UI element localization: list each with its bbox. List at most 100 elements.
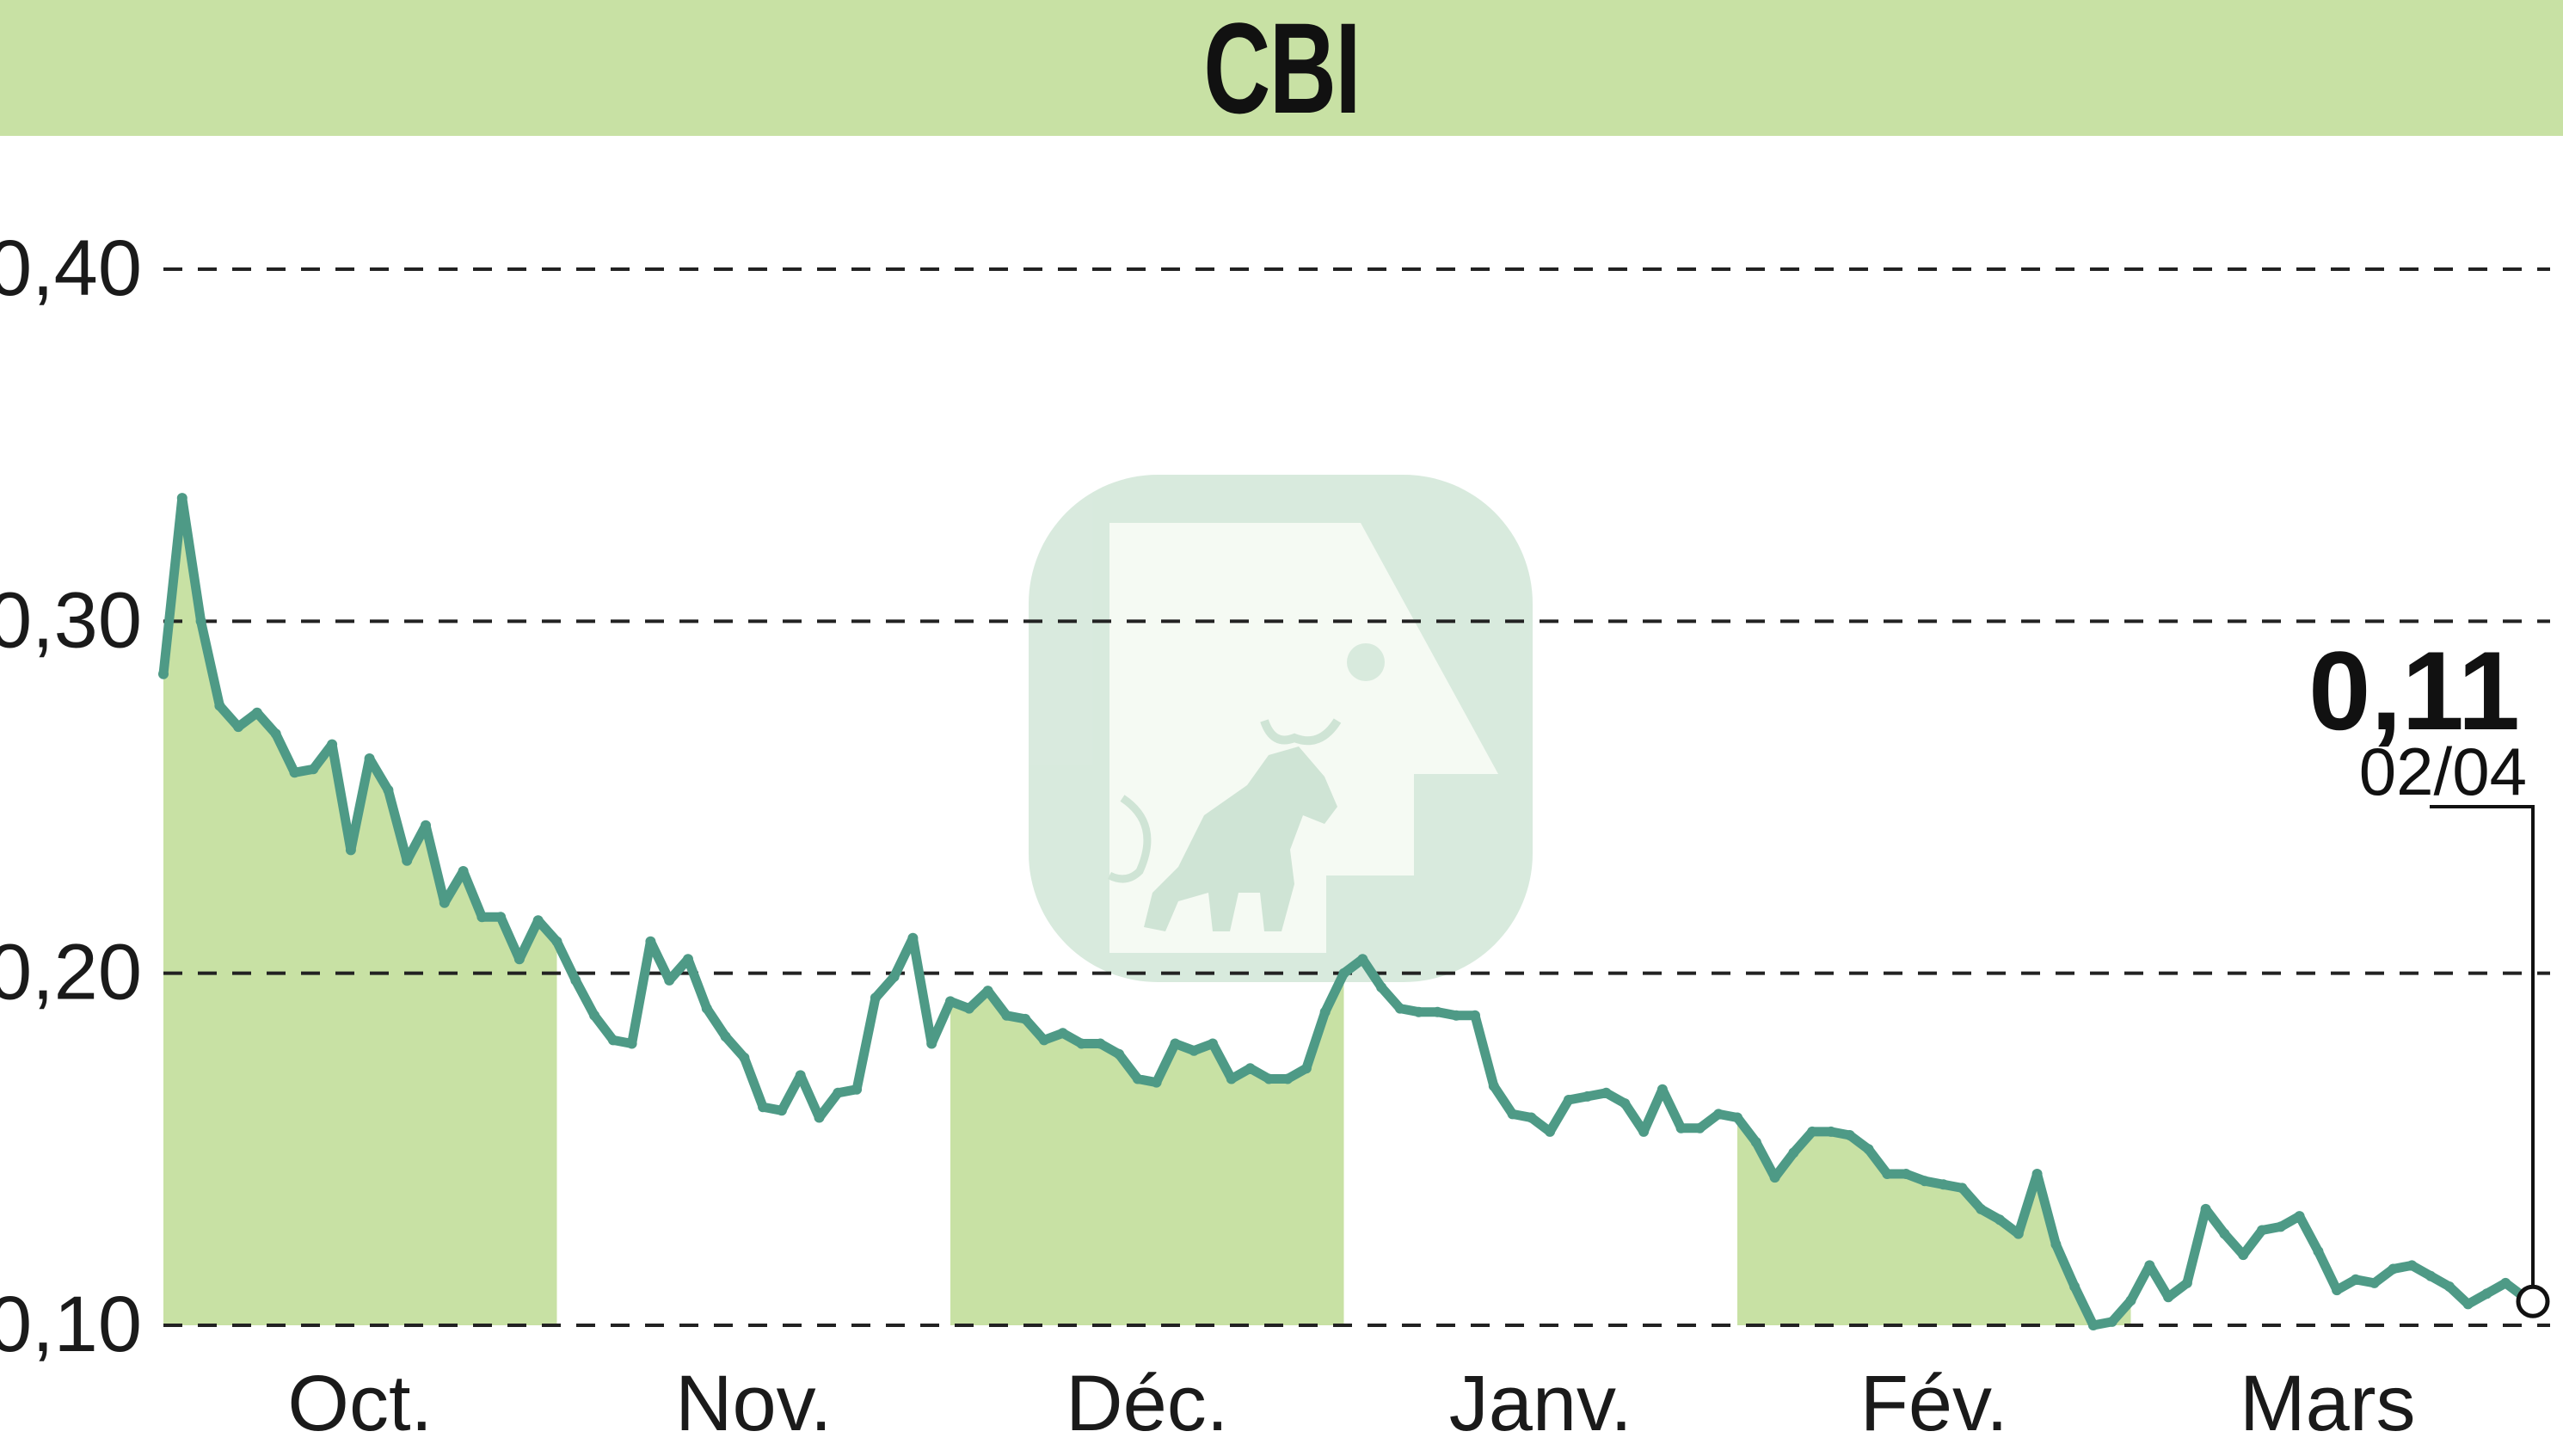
- data-point: [270, 728, 281, 740]
- data-point: [758, 1102, 769, 1113]
- data-point: [1788, 1147, 1799, 1158]
- data-point: [421, 820, 431, 831]
- data-point: [476, 912, 488, 923]
- data-point: [551, 936, 562, 947]
- data-point: [1825, 1126, 1836, 1137]
- data-point: [345, 845, 356, 856]
- data-point: [176, 493, 187, 504]
- data-point: [1319, 1006, 1331, 1017]
- month-shading: [163, 498, 2131, 1325]
- data-point: [2106, 1316, 2117, 1327]
- data-point: [1507, 1109, 1518, 1120]
- data-point: [402, 855, 413, 866]
- data-point: [2181, 1277, 2192, 1288]
- data-point: [607, 1035, 618, 1046]
- y-tick-label: 0,10: [0, 1281, 142, 1368]
- x-tick-label: Déc.: [1066, 1360, 1228, 1447]
- data-point: [1901, 1169, 1912, 1179]
- price-points: [158, 493, 2529, 1330]
- data-point: [251, 707, 262, 718]
- data-point: [1282, 1073, 1294, 1084]
- data-point: [513, 954, 525, 965]
- data-point: [701, 1003, 712, 1014]
- data-point: [570, 974, 581, 986]
- data-point: [1263, 1073, 1275, 1084]
- data-point: [2031, 1169, 2043, 1179]
- y-axis-ticks: 0,10 0,20 0,30 0,40: [0, 224, 142, 1368]
- data-point: [2257, 1225, 2267, 1236]
- data-point: [2388, 1263, 2399, 1275]
- data-point: [1038, 1035, 1049, 1046]
- data-point: [1769, 1172, 1780, 1183]
- data-point: [1694, 1122, 1706, 1133]
- data-point: [1601, 1087, 1612, 1098]
- x-tick-label: Oct.: [287, 1360, 433, 1447]
- data-point: [683, 954, 693, 965]
- data-point: [1807, 1126, 1818, 1137]
- data-point: [1132, 1073, 1143, 1084]
- data-point: [1394, 1003, 1405, 1014]
- data-point: [214, 700, 225, 711]
- data-point: [645, 936, 656, 947]
- data-point: [1713, 1109, 1724, 1120]
- last-value-marker: 0,11 02/04: [2308, 628, 2550, 1318]
- last-value-circle: [2516, 1284, 2550, 1318]
- data-point: [1638, 1126, 1650, 1137]
- data-point: [795, 1070, 806, 1081]
- data-point: [2200, 1203, 2211, 1214]
- data-point: [1957, 1183, 1968, 1194]
- data-point: [195, 616, 206, 627]
- shaded-area-fv: [1737, 1117, 2131, 1325]
- data-point: [1151, 1077, 1162, 1088]
- data-point: [1545, 1126, 1556, 1137]
- data-point: [2050, 1238, 2062, 1250]
- data-point: [664, 974, 675, 986]
- data-point: [2369, 1277, 2380, 1288]
- x-tick-label: Fév.: [1860, 1360, 2008, 1447]
- data-point: [1057, 1028, 1068, 1039]
- data-point: [1994, 1214, 2005, 1226]
- data-point: [1114, 1048, 1125, 1060]
- data-point: [1656, 1084, 1668, 1095]
- data-point: [2443, 1281, 2455, 1292]
- data-point: [458, 866, 469, 876]
- last-date-label: 02/04: [2359, 734, 2527, 809]
- data-point: [888, 971, 900, 982]
- data-point: [1620, 1098, 1631, 1109]
- data-point: [1208, 1038, 1218, 1049]
- data-point: [776, 1105, 787, 1116]
- data-point: [289, 767, 300, 778]
- data-point: [1563, 1095, 1574, 1105]
- title-band: CBI: [0, 0, 2563, 136]
- y-tick-label: 0,40: [0, 224, 142, 312]
- data-point: [1976, 1203, 1987, 1214]
- data-point: [495, 912, 507, 923]
- shaded-area-oct: [163, 498, 557, 1325]
- data-point: [1189, 1045, 1200, 1056]
- data-point: [2332, 1285, 2343, 1296]
- y-tick-label: 0,30: [0, 576, 142, 664]
- data-point: [2500, 1277, 2511, 1288]
- data-point: [1470, 1010, 1480, 1021]
- data-point: [364, 753, 375, 764]
- data-point: [907, 932, 919, 943]
- data-point: [327, 739, 338, 750]
- y-tick-label: 0,20: [0, 929, 142, 1017]
- data-point: [1451, 1010, 1462, 1021]
- data-point: [2013, 1228, 2024, 1239]
- data-point: [1245, 1063, 1256, 1074]
- data-point: [1919, 1176, 1930, 1187]
- watermark-logo: [1029, 475, 1533, 982]
- data-point: [1732, 1112, 1742, 1123]
- data-point: [1750, 1137, 1761, 1148]
- data-point: [982, 986, 993, 997]
- x-tick-label: Nov.: [675, 1360, 832, 1447]
- data-point: [1226, 1073, 1237, 1084]
- data-point: [1095, 1038, 1106, 1049]
- data-point: [870, 992, 881, 1004]
- data-point: [963, 1003, 974, 1014]
- data-point: [945, 996, 956, 1007]
- data-point: [1863, 1144, 1874, 1155]
- data-point: [2125, 1295, 2136, 1306]
- data-point: [1882, 1169, 1893, 1179]
